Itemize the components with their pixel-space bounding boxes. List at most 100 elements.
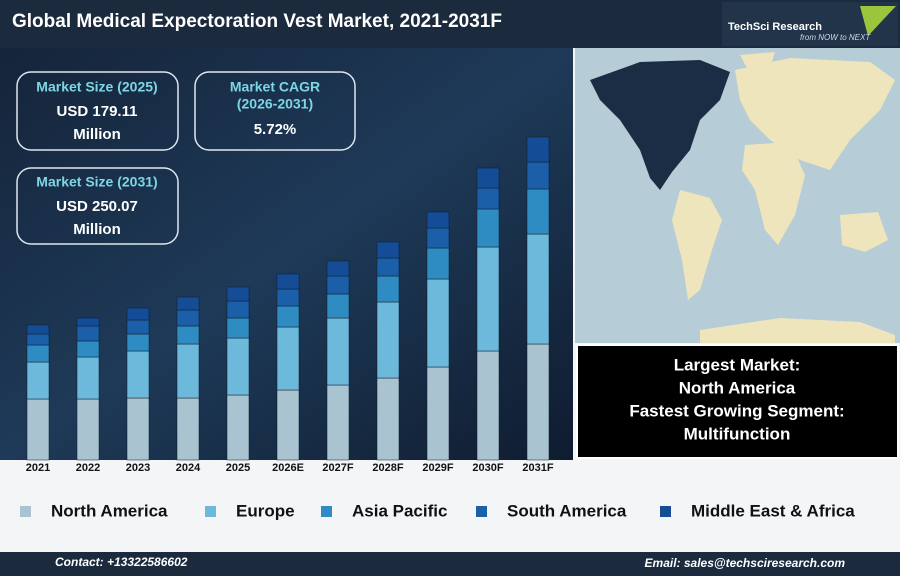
legend-swatch <box>205 506 216 517</box>
bar-segment <box>326 260 350 277</box>
bar-segment <box>426 211 450 229</box>
legend-label: South America <box>507 501 627 520</box>
bar-segment <box>176 309 200 327</box>
legend-label: North America <box>51 501 168 520</box>
bar-segment <box>176 397 200 461</box>
logo-name: TechSci Research <box>728 21 822 33</box>
bar-segment <box>226 337 250 396</box>
footer-contact: Contact: +13322586602 <box>55 555 188 569</box>
legend-label: Asia Pacific <box>352 501 447 520</box>
x-tick-label: 2025 <box>226 462 250 474</box>
bar-segment <box>76 356 100 400</box>
bar-segment <box>26 344 50 363</box>
bar-segment <box>526 188 550 235</box>
bar-segment <box>326 275 350 295</box>
bar-segment <box>526 343 550 461</box>
footer-email: Email: sales@techsciresearch.com <box>645 556 846 570</box>
bar-segment <box>76 317 100 327</box>
card <box>16 71 179 151</box>
card <box>194 71 356 151</box>
legend-swatch <box>20 506 31 517</box>
bar-segment <box>276 288 300 307</box>
footer <box>0 552 900 576</box>
bar-segment <box>76 340 100 358</box>
bar-segment <box>176 343 200 399</box>
bar-segment <box>476 246 500 352</box>
bar-segment <box>526 136 550 163</box>
chart-title: Global Medical Expectoration Vest Market… <box>12 11 502 32</box>
info-box <box>576 344 899 459</box>
bar-segment <box>176 296 200 311</box>
bar-segment <box>426 366 450 461</box>
bar-segment <box>476 167 500 189</box>
legend-swatch <box>476 506 487 517</box>
card-unit: Million <box>73 126 121 143</box>
bar-segment <box>176 325 200 345</box>
bar-segment <box>126 350 150 399</box>
legend-label: Europe <box>236 501 295 520</box>
legend-swatch <box>660 506 671 517</box>
bar-segment <box>526 161 550 190</box>
x-tick-label: 2026E <box>272 462 304 474</box>
bar-segment <box>26 398 50 461</box>
bar-segment <box>76 325 100 342</box>
card-value: 5.72% <box>254 121 297 138</box>
card-label: Market Size (2031) <box>36 174 157 190</box>
bar-segment <box>476 350 500 461</box>
bar-segment <box>26 333 50 346</box>
bar-segment <box>376 257 400 277</box>
info-line: Largest Market: <box>674 355 801 374</box>
card-value: USD 179.11 <box>57 103 138 120</box>
bar-segment <box>276 389 300 461</box>
bar-segment <box>126 307 150 321</box>
bar-segment <box>226 317 250 339</box>
bar-segment <box>476 187 500 210</box>
plot: 2021 2022 2023 2024 2025 2026E 2027F 2028F 2029F… <box>20 136 855 520</box>
world-map <box>575 48 900 343</box>
bar-segment <box>476 208 500 248</box>
x-tick-label: 2027F <box>322 462 353 474</box>
logo-tagline: from NOW to NEXT <box>800 33 871 42</box>
bar-segment <box>426 227 450 249</box>
bar-segment <box>26 361 50 400</box>
x-tick-label: 2029F <box>422 462 453 474</box>
bar-segment <box>326 317 350 386</box>
x-tick-label: 2030F <box>472 462 503 474</box>
info-line: Fastest Growing Segment: <box>629 401 844 420</box>
x-tick-label: 2022 <box>76 462 100 474</box>
bar-segment <box>376 275 400 303</box>
x-tick-label: 2028F <box>372 462 403 474</box>
bar-segment <box>326 384 350 461</box>
bar-segment <box>376 301 400 379</box>
x-tick-label: 2031F <box>522 462 553 474</box>
bar-segment <box>126 333 150 352</box>
bar-segment <box>276 273 300 290</box>
logo-mark <box>860 6 896 36</box>
card-sublabel: (2026-2031) <box>237 96 313 112</box>
bar-segment <box>376 241 400 259</box>
bar-segment <box>526 233 550 345</box>
bar-segment <box>276 326 300 391</box>
legend-label: Middle East & Africa <box>691 501 855 520</box>
bar-segment <box>226 300 250 319</box>
info-line: Multifunction <box>684 424 791 443</box>
card-value: USD 250.07 <box>56 198 138 215</box>
card <box>16 167 179 245</box>
card-label: Market Size (2025) <box>36 79 157 95</box>
bar-segment <box>26 324 50 335</box>
bar-segment <box>226 286 250 302</box>
info-line: North America <box>679 378 796 397</box>
bar-segment <box>326 293 350 319</box>
bar-segment <box>376 377 400 461</box>
bar-segment <box>426 247 450 280</box>
bar-segment <box>126 397 150 461</box>
bar-segment <box>126 319 150 335</box>
bar-segment <box>426 278 450 368</box>
x-tick-label: 2023 <box>126 462 150 474</box>
card-label: Market CAGR <box>230 79 320 95</box>
x-tick-label: 2024 <box>176 462 201 474</box>
bar-segment <box>276 305 300 328</box>
legend-swatch <box>321 506 332 517</box>
bar-segment <box>226 394 250 461</box>
